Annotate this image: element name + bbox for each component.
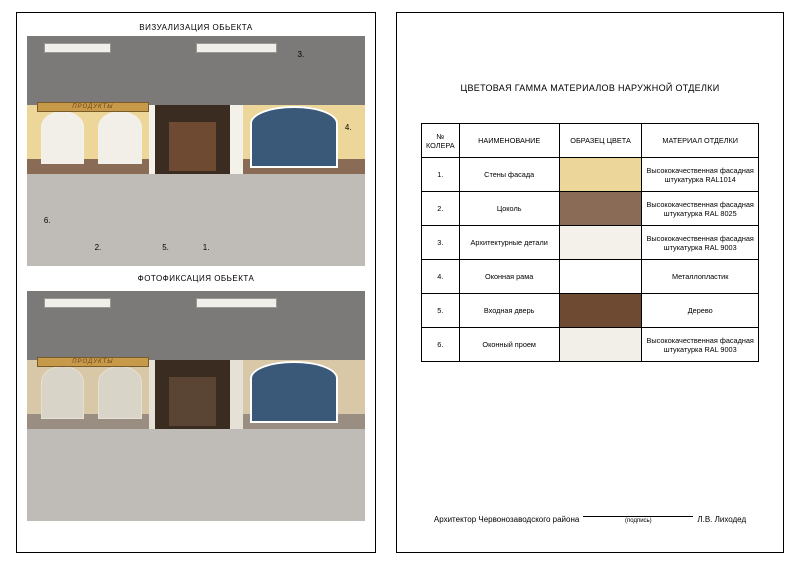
header-material: МАТЕРИАЛ ОТДЕЛКИ bbox=[642, 124, 759, 158]
table-row: 1.Стены фасада Высококачественная фасадна… bbox=[422, 158, 759, 192]
cell-material: Дерево bbox=[642, 294, 759, 328]
photo-image: ПРОДУКТЫ bbox=[27, 291, 365, 521]
viz-title: ВИЗУАЛИЗАЦИЯ ОБЬЕКТА bbox=[139, 23, 252, 32]
cell-material: Высококачественная фасадная штукатурка R… bbox=[642, 158, 759, 192]
cell-swatch bbox=[559, 294, 642, 328]
cell-material: Высококачественная фасадная штукатурка R… bbox=[642, 192, 759, 226]
header-num: № КОЛЕРА bbox=[422, 124, 460, 158]
cell-num: 2. bbox=[422, 192, 460, 226]
cell-swatch bbox=[559, 260, 642, 294]
cell-name: Оконный проем bbox=[459, 328, 559, 362]
cell-material: Металлопластик bbox=[642, 260, 759, 294]
header-name: НАИМЕНОВАНИЕ bbox=[459, 124, 559, 158]
cell-swatch bbox=[559, 158, 642, 192]
left-page: ВИЗУАЛИЗАЦИЯ ОБЬЕКТА ПРОДУКТЫ bbox=[16, 12, 376, 553]
table-row: 6.Оконный проем Высококачественная фасадн… bbox=[422, 328, 759, 362]
table-header-row: № КОЛЕРА НАИМЕНОВАНИЕ ОБРАЗЕЦ ЦВЕТА МАТЕ… bbox=[422, 124, 759, 158]
visualization-image: ПРОДУКТЫ 4. 3. 1. 5. 2. 6. bbox=[27, 36, 365, 266]
store-sign: ПРОДУКТЫ bbox=[37, 102, 149, 112]
signature-name: Л.В. Лиходед bbox=[697, 515, 746, 524]
cell-name: Входная дверь bbox=[459, 294, 559, 328]
right-page: ЦВЕТОВАЯ ГАММА МАТЕРИАЛОВ НАРУЖНОЙ ОТДЕЛ… bbox=[396, 12, 784, 553]
table-row: 5.Входная дверь Дерево bbox=[422, 294, 759, 328]
cell-swatch bbox=[559, 192, 642, 226]
header-swatch: ОБРАЗЕЦ ЦВЕТА bbox=[559, 124, 642, 158]
signature-sub: (подпись) bbox=[625, 518, 652, 524]
cell-name: Архитектурные детали bbox=[459, 226, 559, 260]
cell-name: Оконная рама bbox=[459, 260, 559, 294]
table-row: 4.Оконная рама Металлопластик bbox=[422, 260, 759, 294]
table-row: 3.Архитектурные детали Высококачественная… bbox=[422, 226, 759, 260]
cell-name: Стены фасада bbox=[459, 158, 559, 192]
store-facade: ПРОДУКТЫ bbox=[27, 105, 365, 174]
signature-role: Архитектор Червонозаводского района bbox=[434, 515, 579, 524]
cell-swatch bbox=[559, 328, 642, 362]
table-row: 2.Цоколь Высококачественная фасадная штук… bbox=[422, 192, 759, 226]
cell-num: 5. bbox=[422, 294, 460, 328]
photo-title: ФОТОФИКСАЦИЯ ОБЬЕКТА bbox=[138, 274, 255, 283]
signature-block: Архитектор Червонозаводского района (под… bbox=[421, 515, 759, 524]
cell-num: 1. bbox=[422, 158, 460, 192]
materials-table: № КОЛЕРА НАИМЕНОВАНИЕ ОБРАЗЕЦ ЦВЕТА МАТЕ… bbox=[421, 123, 759, 362]
cell-swatch bbox=[559, 226, 642, 260]
cell-material: Высококачественная фасадная штукатурка R… bbox=[642, 328, 759, 362]
cell-name: Цоколь bbox=[459, 192, 559, 226]
cell-num: 4. bbox=[422, 260, 460, 294]
cell-material: Высококачественная фасадная штукатурка R… bbox=[642, 226, 759, 260]
cell-num: 3. bbox=[422, 226, 460, 260]
cell-num: 6. bbox=[422, 328, 460, 362]
right-title: ЦВЕТОВАЯ ГАММА МАТЕРИАЛОВ НАРУЖНОЙ ОТДЕЛ… bbox=[421, 83, 759, 93]
